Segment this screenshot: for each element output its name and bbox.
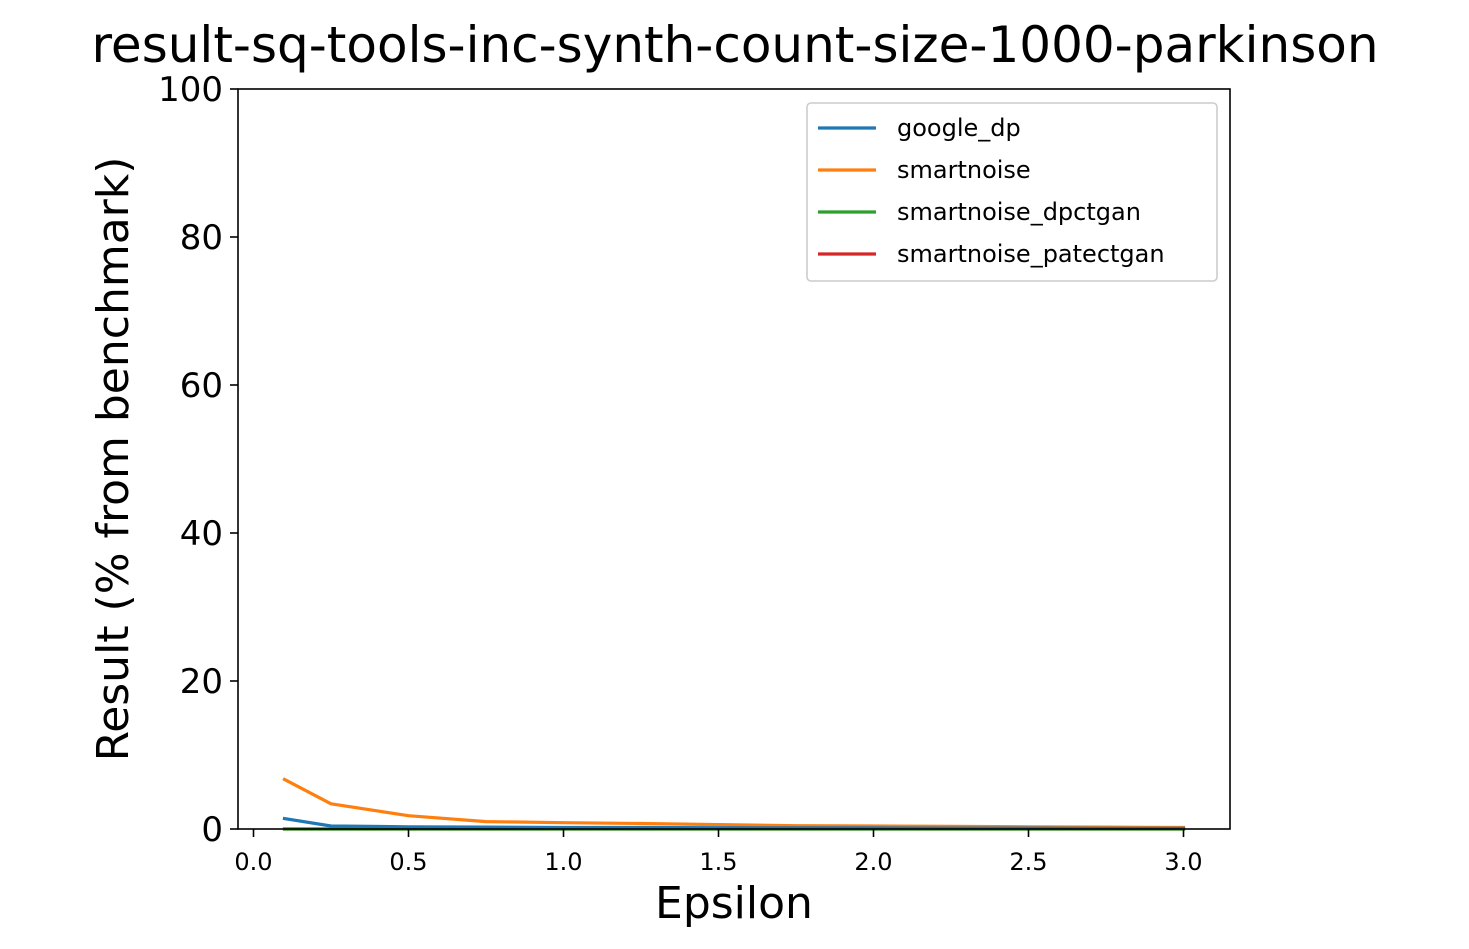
legend: google_dp smartnoise smartnoise_dpctgansma… (806, 102, 1218, 282)
legend-label: google_dp (897, 114, 1021, 142)
x-tick-label: 1.0 (544, 848, 582, 876)
x-tick-label: 0.0 (234, 848, 272, 876)
legend-label: smartnoise_dpctgan (897, 198, 1141, 226)
x-tick-label: 2.0 (854, 848, 892, 876)
series-line-smartnoise (282, 777, 1186, 830)
y-tick-label: 0 (201, 810, 223, 850)
legend-label: smartnoise_patectgan (897, 240, 1165, 268)
y-tick-label: 80 (180, 218, 223, 258)
x-axis: 0.0 0.5 1.0 1.5 2.0 2.5 3.0 (234, 829, 1203, 876)
y-tick-label: 40 (180, 514, 223, 554)
legend-frame (806, 102, 1218, 282)
series-line-google-dp (282, 816, 1186, 830)
chart-title: result-sq-tools-inc-synth-count-size-100… (91, 16, 1378, 74)
x-tick-label: 0.5 (389, 848, 427, 876)
plot-frame (237, 88, 1231, 830)
x-tick-label: 1.5 (699, 848, 737, 876)
x-axis-label: Epsilon (655, 878, 813, 929)
series-layer (282, 777, 1186, 831)
x-tick-label: 2.5 (1009, 848, 1047, 876)
y-tick-label: 60 (180, 366, 223, 406)
x-tick-label: 3.0 (1164, 848, 1202, 876)
plot-area (282, 777, 1186, 831)
y-axis: 0 20 40 60 80 100 (158, 70, 238, 850)
y-tick-label: 20 (180, 662, 223, 702)
y-tick-label: 100 (158, 70, 223, 110)
y-axis-label: Result (% from benchmark) (88, 157, 139, 762)
legend-label: smartnoise (897, 156, 1031, 184)
